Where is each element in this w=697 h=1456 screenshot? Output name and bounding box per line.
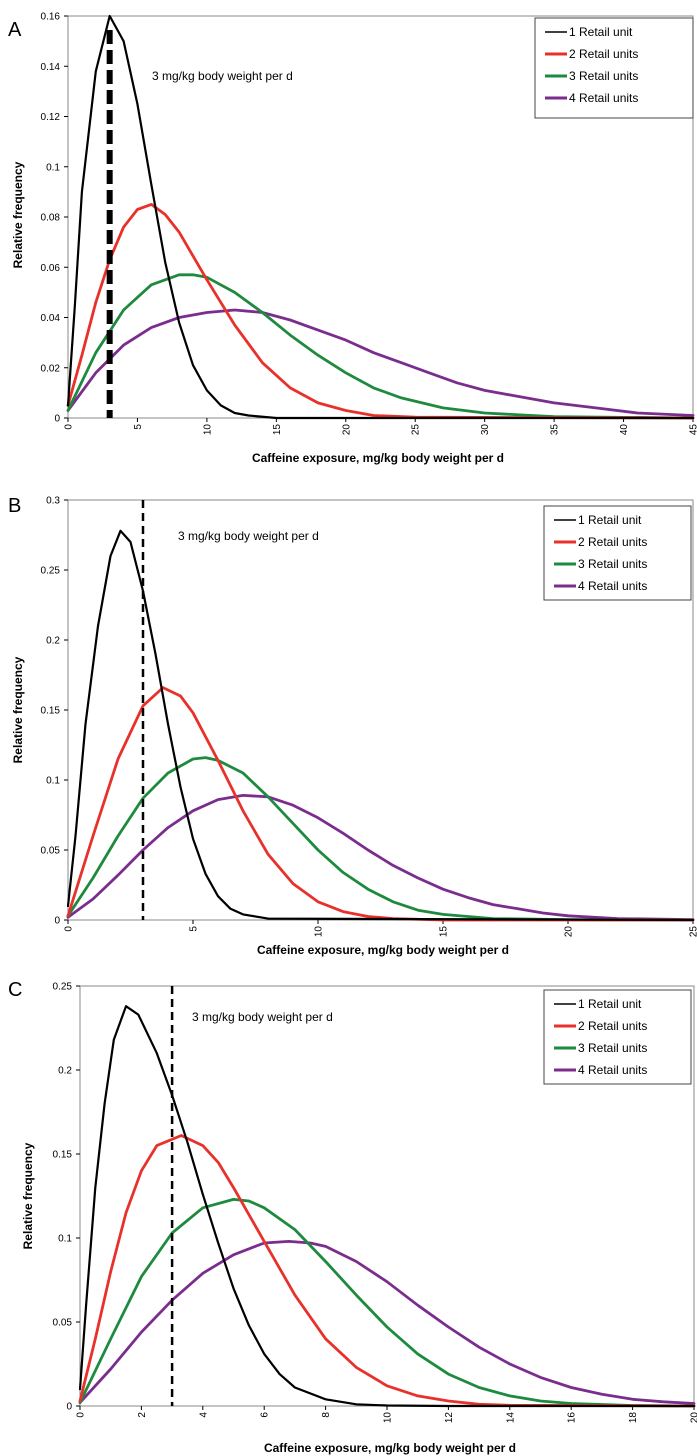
x-tick-label: 25 xyxy=(411,424,422,436)
chart-a-svg: 0 0.02 0.04 0.06 0.08 0.1 0.12 0.14 0.16 0 5 10 15 20… xyxy=(8,12,697,466)
y-axis-label: Relative frequency xyxy=(11,161,25,268)
series-line-1-retail-unit xyxy=(66,14,695,420)
legend-entry: 3 Retail units xyxy=(569,69,638,83)
legend-entry: 3 Retail units xyxy=(578,557,647,571)
x-tick-label: 8 xyxy=(321,1412,332,1418)
annotation-3mg: 3 mg/kg body weight per d xyxy=(152,69,293,83)
chart-b-svg: 0 0.05 0.1 0.15 0.2 0.25 0.3 0 5 10 15 20 25 3 mg/kg … xyxy=(8,495,697,957)
x-tick-label: 16 xyxy=(567,1412,578,1424)
x-tick-label: 18 xyxy=(628,1412,639,1424)
x-tick-label: 0 xyxy=(64,926,75,932)
y-tick-label: 0.08 xyxy=(41,213,61,224)
x-tick-label: 35 xyxy=(550,424,561,436)
x-tick-label: 10 xyxy=(202,424,213,436)
x-tick-label: 20 xyxy=(690,1412,697,1424)
annotation-3mg: 3 mg/kg body weight per d xyxy=(178,529,319,543)
series-line-4-retail-units xyxy=(66,308,695,417)
x-tick-label: 10 xyxy=(383,1412,394,1424)
y-tick-label: 0.02 xyxy=(41,363,61,374)
y-tick-label: 0.15 xyxy=(41,706,61,717)
x-tick-label: 5 xyxy=(133,424,144,430)
x-tick-label: 2 xyxy=(137,1412,148,1418)
x-tick-label: 20 xyxy=(341,424,352,436)
legend-entry: 2 Retail units xyxy=(569,47,638,61)
panel-letter: B xyxy=(8,495,21,517)
panel-letter: C xyxy=(8,979,22,1001)
y-tick-label: 0.1 xyxy=(46,162,60,173)
series-line-2-retail-units xyxy=(66,203,695,420)
y-tick-label: 0.15 xyxy=(53,1150,73,1161)
legend-entry: 1 Retail unit xyxy=(578,997,642,1011)
x-tick-label: 12 xyxy=(444,1412,455,1424)
y-tick-label: 0 xyxy=(66,1402,72,1413)
x-axis-label: Caffeine exposure, mg/kg body weight per… xyxy=(264,1441,516,1455)
panel-letter: A xyxy=(8,19,22,41)
series-line-2-retail-units xyxy=(78,1134,696,1408)
x-tick-label: 5 xyxy=(189,926,200,932)
series-line-3-retail-units xyxy=(78,1198,696,1408)
y-tick-label: 0.25 xyxy=(41,566,61,577)
y-tick-label: 0 xyxy=(54,414,60,425)
annotation-3mg: 3 mg/kg body weight per d xyxy=(192,1010,333,1024)
y-tick-label: 0 xyxy=(54,916,60,927)
legend-entry: 1 Retail unit xyxy=(569,25,633,39)
series-line-3-retail-units xyxy=(66,756,695,922)
y-tick-label: 0.05 xyxy=(41,846,61,857)
x-tick-label: 15 xyxy=(272,424,283,436)
y-axis-label: Relative frequency xyxy=(21,1142,35,1249)
series-line-4-retail-units xyxy=(78,1240,696,1405)
x-tick-label: 14 xyxy=(505,1412,516,1424)
chart-panel-a: 0 0.02 0.04 0.06 0.08 0.1 0.12 0.14 0.16 0 5 10 15 20… xyxy=(0,0,697,475)
y-tick-label: 0.14 xyxy=(41,62,61,73)
x-tick-label: 15 xyxy=(439,926,450,938)
x-tick-label: 25 xyxy=(689,926,697,938)
chart-panel-c: 0 0.05 0.1 0.15 0.2 0.25 0 2 4 6 8 10 12 14 16 18 20 3 mg… xyxy=(0,966,697,1456)
series-line-2-retail-units xyxy=(66,686,695,922)
x-tick-label: 6 xyxy=(260,1412,271,1418)
series-line-1-retail-unit xyxy=(66,529,695,922)
x-tick-label: 4 xyxy=(198,1412,209,1418)
legend-box xyxy=(543,989,692,1085)
legend-entry: 2 Retail units xyxy=(578,535,647,549)
y-tick-label: 0.1 xyxy=(58,1234,72,1245)
series-line-1-retail-unit xyxy=(78,1005,696,1408)
legend-entry: 1 Retail unit xyxy=(578,513,642,527)
legend-box xyxy=(543,505,692,601)
x-tick-label: 0 xyxy=(76,1412,87,1418)
y-tick-label: 0.25 xyxy=(53,982,73,993)
y-tick-label: 0.05 xyxy=(53,1318,73,1329)
series-line-3-retail-units xyxy=(66,273,695,420)
chart-panel-b: 0 0.05 0.1 0.15 0.2 0.25 0.3 0 5 10 15 20 25 3 mg/kg … xyxy=(0,478,697,958)
y-tick-label: 0.3 xyxy=(46,496,60,507)
y-tick-label: 0.1 xyxy=(46,776,60,787)
legend-entry: 4 Retail units xyxy=(578,1063,647,1077)
series-line-4-retail-units xyxy=(66,794,695,921)
x-tick-label: 10 xyxy=(314,926,325,938)
legend-box xyxy=(534,17,694,119)
x-tick-label: 40 xyxy=(619,424,630,436)
x-axis-label: Caffeine exposure, mg/kg body weight per… xyxy=(252,451,504,465)
legend-entry: 4 Retail units xyxy=(578,579,647,593)
y-tick-label: 0.12 xyxy=(41,112,61,123)
y-tick-label: 0.04 xyxy=(41,313,61,324)
legend-entry: 2 Retail units xyxy=(578,1019,647,1033)
y-tick-label: 0.16 xyxy=(41,12,61,23)
x-tick-label: 0 xyxy=(64,424,75,430)
x-axis-label: Caffeine exposure, mg/kg body weight per… xyxy=(257,943,509,957)
legend-entry: 3 Retail units xyxy=(578,1041,647,1055)
y-tick-label: 0.2 xyxy=(46,636,60,647)
legend-entry: 4 Retail units xyxy=(569,91,638,105)
x-tick-label: 20 xyxy=(564,926,575,938)
y-tick-label: 0.06 xyxy=(41,263,61,274)
y-tick-label: 0.2 xyxy=(58,1066,72,1077)
x-tick-label: 30 xyxy=(480,424,491,436)
x-tick-label: 45 xyxy=(689,424,697,436)
chart-c-svg: 0 0.05 0.1 0.15 0.2 0.25 0 2 4 6 8 10 12 14 16 18 20 3 mg… xyxy=(8,979,697,1455)
y-axis-label: Relative frequency xyxy=(11,656,25,763)
